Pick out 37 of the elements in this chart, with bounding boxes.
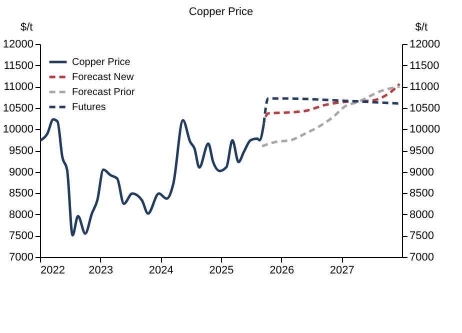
y2-tick-label: 8000 bbox=[410, 208, 434, 221]
y-tick-label: 10500 bbox=[2, 102, 34, 114]
line-series bbox=[260, 85, 401, 148]
x-tick-label: 2026 bbox=[270, 264, 294, 276]
y-tick-label: 9500 bbox=[9, 145, 34, 157]
y2-axis-title: $/t bbox=[415, 22, 428, 34]
y2-tick-label: 7000 bbox=[410, 252, 434, 264]
x-tick-label: 2027 bbox=[330, 264, 354, 276]
x-tick-label: 2025 bbox=[209, 264, 234, 276]
y2-tick-label: 10500 bbox=[410, 102, 440, 114]
y-tick-label: 8000 bbox=[9, 208, 34, 221]
y-tick-label: 9000 bbox=[9, 166, 34, 178]
y-tick-label: 11000 bbox=[4, 81, 34, 94]
y-tick-label: 7000 bbox=[9, 252, 34, 264]
x-tick-label: 2023 bbox=[88, 264, 114, 276]
legend-label: Copper Price bbox=[72, 57, 131, 68]
y-tick-label: 10000 bbox=[2, 124, 34, 136]
x-tick-label: 2024 bbox=[148, 264, 174, 276]
y2-tick-label: 11500 bbox=[410, 60, 440, 72]
x-tick-label: 2022 bbox=[40, 264, 65, 276]
y2-tick-label: 8500 bbox=[410, 188, 434, 200]
legend-label: Forecast Prior bbox=[72, 87, 136, 98]
legend-label: Futures bbox=[72, 102, 106, 113]
line-series bbox=[264, 82, 401, 118]
y-tick-label: 8500 bbox=[9, 188, 34, 200]
y-tick-label: 11500 bbox=[4, 60, 34, 72]
legend-label: Forecast New bbox=[72, 72, 134, 83]
y2-tick-label: 10000 bbox=[410, 124, 440, 136]
y2-tick-label: 11000 bbox=[410, 81, 440, 94]
y2-tick-label: 7500 bbox=[410, 230, 434, 242]
y2-tick-label: 9500 bbox=[410, 145, 434, 157]
y-tick-label: 12000 bbox=[2, 38, 34, 50]
y-axis-title: $/t bbox=[20, 22, 33, 34]
chart-title: Copper Price bbox=[188, 6, 254, 18]
y-tick-label: 7500 bbox=[9, 230, 34, 242]
y2-tick-label: 12000 bbox=[410, 38, 440, 50]
y2-tick-label: 9000 bbox=[410, 166, 434, 178]
